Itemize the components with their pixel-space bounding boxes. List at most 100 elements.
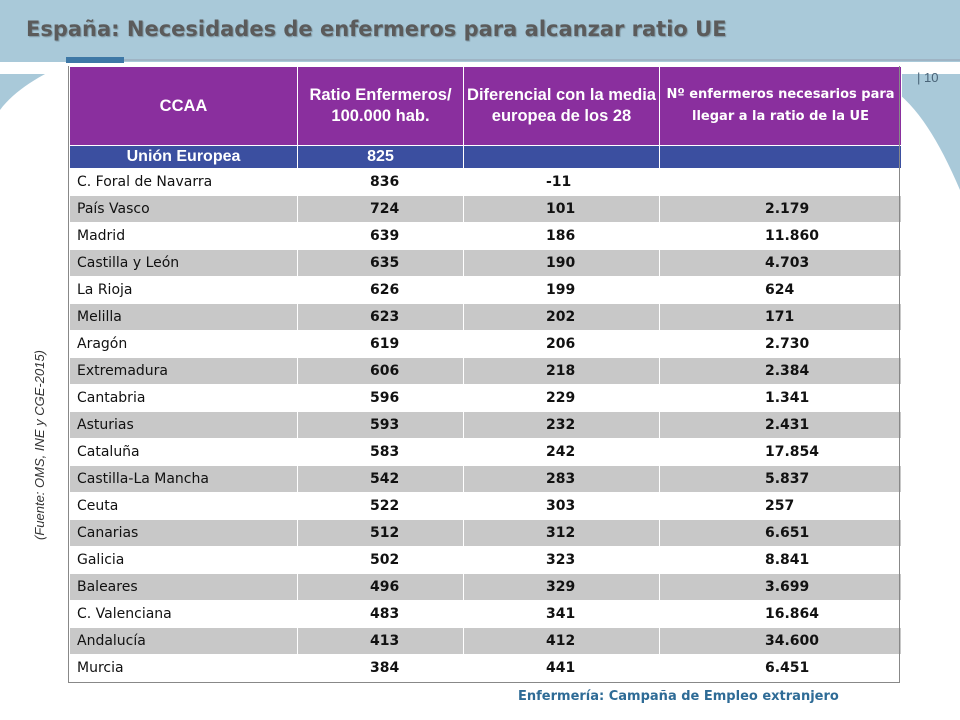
nurses-needed-value: 2.730 xyxy=(659,330,902,358)
diff-value: 341 xyxy=(463,600,660,628)
diff-value: 412 xyxy=(463,627,660,655)
nurses-needed-value: 34.600 xyxy=(659,627,902,655)
region-name: Melilla xyxy=(69,303,298,331)
nurses-needed-value: 2.431 xyxy=(659,411,902,439)
nurses-needed-value: 8.841 xyxy=(659,546,902,574)
ratio-value: 635 xyxy=(297,249,464,277)
page-title: España: Necesidades de enfermeros para a… xyxy=(26,17,727,41)
nurses-needed-value: 1.341 xyxy=(659,384,902,412)
region-name: C. Valenciana xyxy=(69,600,298,628)
diff-value: 312 xyxy=(463,519,660,547)
diff-value: 242 xyxy=(463,438,660,466)
ratio-value: 724 xyxy=(297,195,464,223)
region-name: Aragón xyxy=(69,330,298,358)
nurses-needed-value: 2.179 xyxy=(659,195,902,223)
nurses-needed-value: 5.837 xyxy=(659,465,902,493)
eu-row: Unión Europea 825 xyxy=(69,145,902,169)
title-divider-accent xyxy=(66,57,124,63)
table-row: La Rioja 626 199 624 xyxy=(69,276,902,304)
diff-value: 101 xyxy=(463,195,660,223)
header-enfermeros-necesarios: Nº enfermeros necesarios para llegar a l… xyxy=(659,66,902,146)
ratio-value: 522 xyxy=(297,492,464,520)
diff-value: -11 xyxy=(463,168,660,196)
diff-value: 199 xyxy=(463,276,660,304)
region-name: Andalucía xyxy=(69,627,298,655)
ratio-value: 542 xyxy=(297,465,464,493)
nurses-needed-value: 257 xyxy=(659,492,902,520)
region-name: Castilla y León xyxy=(69,249,298,277)
table-row: Cantabria 596 229 1.341 xyxy=(69,384,902,412)
header-ratio: Ratio Enfermeros/ 100.000 hab. xyxy=(297,66,464,146)
ratio-value: 413 xyxy=(297,627,464,655)
table-row: Melilla 623 202 171 xyxy=(69,303,902,331)
ratio-value: 384 xyxy=(297,654,464,682)
diff-value: 186 xyxy=(463,222,660,250)
title-divider xyxy=(66,59,960,61)
eu-name: Unión Europea xyxy=(69,145,298,169)
ratio-value: 502 xyxy=(297,546,464,574)
page-number: | 10 xyxy=(917,70,939,85)
ratio-value: 596 xyxy=(297,384,464,412)
region-name: Galicia xyxy=(69,546,298,574)
nurses-needed-value: 4.703 xyxy=(659,249,902,277)
diff-value: 329 xyxy=(463,573,660,601)
ratio-value: 619 xyxy=(297,330,464,358)
table-row: Cataluña 583 242 17.854 xyxy=(69,438,902,466)
region-name: Baleares xyxy=(69,573,298,601)
region-name: Asturias xyxy=(69,411,298,439)
header-diferencial: Diferencial con la media europea de los … xyxy=(463,66,660,146)
eu-diff xyxy=(463,145,660,169)
ratio-value: 626 xyxy=(297,276,464,304)
table-row: Baleares 496 329 3.699 xyxy=(69,573,902,601)
diff-value: 190 xyxy=(463,249,660,277)
eu-need xyxy=(659,145,902,169)
footer-text: Enfermería: Campaña de Empleo extranjero xyxy=(518,689,839,704)
region-name: Cantabria xyxy=(69,384,298,412)
nurses-needed-value: 16.864 xyxy=(659,600,902,628)
diff-value: 441 xyxy=(463,654,660,682)
region-name: Madrid xyxy=(69,222,298,250)
ratio-value: 623 xyxy=(297,303,464,331)
ratio-value: 512 xyxy=(297,519,464,547)
table-row: C. Valenciana 483 341 16.864 xyxy=(69,600,902,628)
region-name: Castilla-La Mancha xyxy=(69,465,298,493)
nurses-needed-value: 6.651 xyxy=(659,519,902,547)
nurses-needed-value: 624 xyxy=(659,276,902,304)
table-row: Murcia 384 441 6.451 xyxy=(69,654,902,682)
diff-value: 283 xyxy=(463,465,660,493)
table-row: Castilla y León 635 190 4.703 xyxy=(69,249,902,277)
ratio-value: 496 xyxy=(297,573,464,601)
table-row: Aragón 619 206 2.730 xyxy=(69,330,902,358)
table-header-row: CCAA Ratio Enfermeros/ 100.000 hab. Dife… xyxy=(69,66,902,146)
nurses-needed-value: 6.451 xyxy=(659,654,902,682)
nurses-needed-value: 11.860 xyxy=(659,222,902,250)
region-name: C. Foral de Navarra xyxy=(69,168,298,196)
nurses-needed-value: 3.699 xyxy=(659,573,902,601)
nurses-needed-value: 17.854 xyxy=(659,438,902,466)
table-row: País Vasco 724 101 2.179 xyxy=(69,195,902,223)
table-row: Madrid 639 186 11.860 xyxy=(69,222,902,250)
nurses-needed-value: 171 xyxy=(659,303,902,331)
region-name: País Vasco xyxy=(69,195,298,223)
ratio-value: 583 xyxy=(297,438,464,466)
table-row: Extremadura 606 218 2.384 xyxy=(69,357,902,385)
table-row: Andalucía 413 412 34.600 xyxy=(69,627,902,655)
table-row: C. Foral de Navarra 836 -11 xyxy=(69,168,902,196)
table-row: Asturias 593 232 2.431 xyxy=(69,411,902,439)
ratio-value: 639 xyxy=(297,222,464,250)
diff-value: 229 xyxy=(463,384,660,412)
nurses-table: CCAA Ratio Enfermeros/ 100.000 hab. Dife… xyxy=(69,66,902,682)
nurses-needed-value: 2.384 xyxy=(659,357,902,385)
header-ccaa: CCAA xyxy=(69,66,298,146)
region-name: La Rioja xyxy=(69,276,298,304)
diff-value: 232 xyxy=(463,411,660,439)
table-row: Ceuta 522 303 257 xyxy=(69,492,902,520)
region-name: Murcia xyxy=(69,654,298,682)
region-name: Canarias xyxy=(69,519,298,547)
diff-value: 218 xyxy=(463,357,660,385)
table-row: Canarias 512 312 6.651 xyxy=(69,519,902,547)
ratio-value: 606 xyxy=(297,357,464,385)
region-name: Extremadura xyxy=(69,357,298,385)
source-note: (Fuente: OMS, INE y CGE-2015) xyxy=(32,349,47,540)
diff-value: 202 xyxy=(463,303,660,331)
